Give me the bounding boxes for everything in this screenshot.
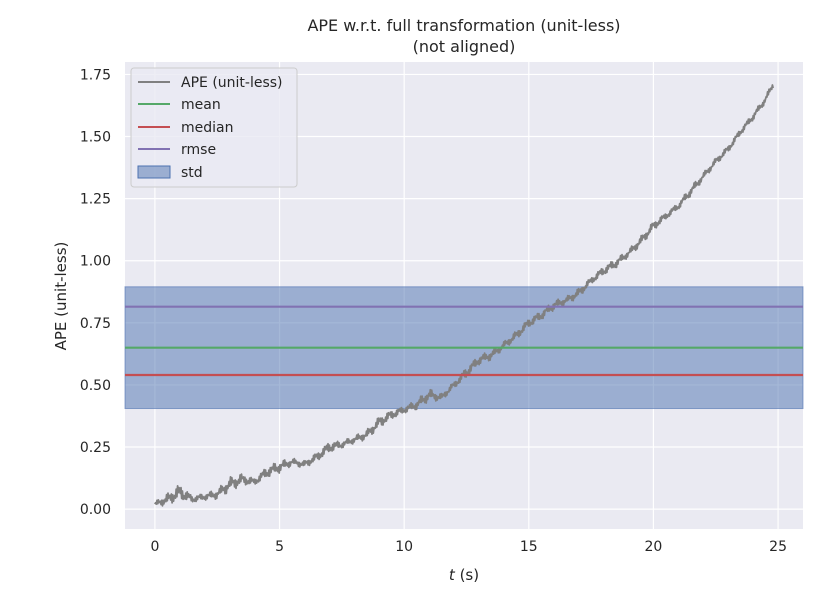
y-tick-label: 0.00	[80, 502, 111, 518]
x-tick-label: 5	[275, 539, 284, 555]
y-axis-label: APE (unit-less)	[52, 242, 70, 351]
series-layer	[154, 84, 774, 507]
legend-label-mean: mean	[181, 97, 221, 113]
x-axis-label-symbol: t	[449, 566, 456, 584]
y-tick-label: 1.50	[80, 130, 111, 146]
x-tick-label: 20	[645, 539, 663, 555]
x-axis-label: t (s)	[449, 566, 479, 584]
ape-series-line	[154, 84, 774, 507]
chart-subtitle: (not aligned)	[413, 37, 516, 56]
x-tick-label: 10	[395, 539, 413, 555]
x-tick-label: 0	[150, 539, 159, 555]
legend-label-median: median	[181, 120, 233, 136]
y-tick-label: 0.75	[80, 316, 111, 332]
y-tick-label: 0.25	[80, 440, 111, 456]
y-tick-label: 1.25	[80, 192, 111, 208]
legend-label-std: std	[181, 165, 203, 181]
y-tick-label: 0.50	[80, 378, 111, 394]
legend-box	[130, 67, 298, 188]
x-tick-label: 15	[520, 539, 538, 555]
reference-lines-layer	[125, 305, 803, 377]
x-tick-label: 25	[769, 539, 787, 555]
legend-label-ape: APE (unit-less)	[181, 75, 283, 91]
x-axis-label-unit: (s)	[455, 566, 479, 584]
y-tick-label: 1.00	[80, 254, 111, 270]
y-tick-label: 1.75	[80, 67, 111, 83]
chart-title: APE w.r.t. full transformation (unit-les…	[307, 16, 620, 35]
legend-label-rmse: rmse	[181, 142, 216, 158]
legend-swatch-std	[137, 165, 171, 179]
tick-labels: 0 5 10 15 20 25 0.00 0.25 0.50 0.75 1.00 1.25 1.50 1.…	[80, 67, 787, 555]
legend: APE (unit-less) mean median rmse std	[130, 67, 298, 188]
